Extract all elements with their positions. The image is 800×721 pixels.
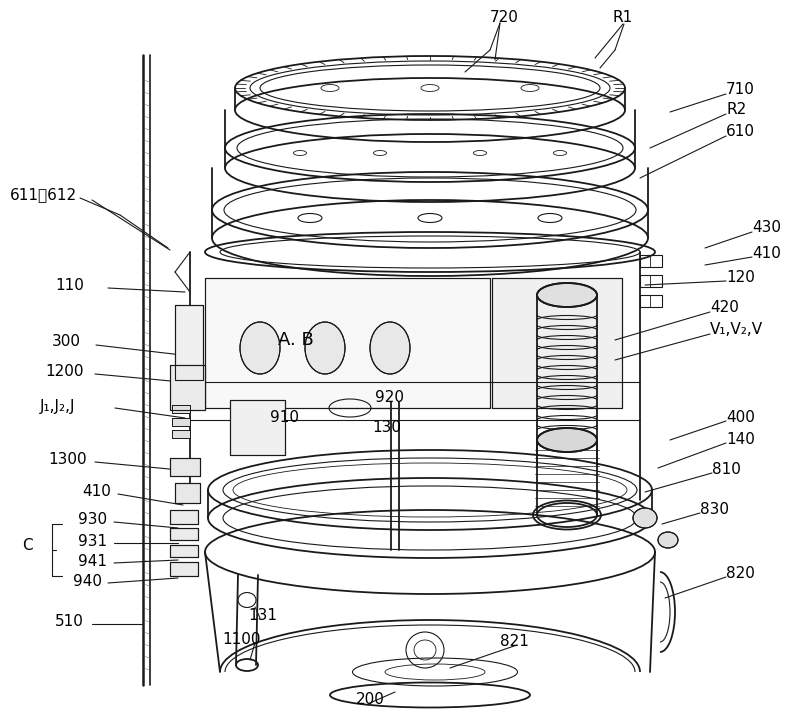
Text: 720: 720 (490, 11, 519, 25)
Bar (170, 562, 198, 576)
Bar (172, 418, 190, 426)
Text: 830: 830 (700, 503, 729, 518)
Bar (640, 295, 650, 307)
Text: 930: 930 (78, 513, 107, 528)
Bar (640, 275, 650, 287)
Text: 710: 710 (726, 82, 755, 97)
Text: 920: 920 (375, 391, 404, 405)
Text: 940: 940 (73, 575, 102, 590)
Bar (170, 458, 200, 476)
Text: 140: 140 (726, 433, 755, 448)
Bar (205, 278, 490, 408)
Bar (172, 418, 190, 426)
Bar (170, 510, 198, 524)
Text: 611、612: 611、612 (10, 187, 77, 203)
Ellipse shape (370, 322, 410, 374)
Bar (175, 305, 203, 380)
Text: 120: 120 (726, 270, 755, 286)
Bar (170, 545, 198, 557)
Text: C: C (22, 537, 33, 552)
Bar (170, 458, 200, 476)
Text: 200: 200 (356, 692, 385, 707)
Bar (172, 405, 190, 413)
Text: 400: 400 (726, 410, 755, 425)
Bar (640, 275, 662, 287)
Ellipse shape (305, 322, 345, 374)
Text: R2: R2 (726, 102, 746, 118)
Text: 130: 130 (372, 420, 401, 435)
Text: 820: 820 (726, 567, 755, 582)
Bar (492, 278, 622, 408)
Bar (170, 365, 205, 410)
Bar (640, 295, 662, 307)
Bar (170, 562, 198, 576)
Text: R1: R1 (612, 11, 632, 25)
Bar (175, 483, 200, 503)
Text: 931: 931 (78, 534, 107, 549)
Text: 1200: 1200 (45, 365, 83, 379)
Ellipse shape (537, 283, 597, 307)
Text: 131: 131 (248, 608, 277, 622)
Bar (170, 365, 205, 410)
Bar (230, 400, 285, 455)
Bar (492, 278, 622, 408)
Text: 941: 941 (78, 554, 107, 570)
Bar (170, 545, 198, 557)
Bar (172, 430, 190, 438)
Ellipse shape (240, 322, 280, 374)
Text: 510: 510 (55, 614, 84, 629)
Text: 410: 410 (82, 485, 111, 500)
Ellipse shape (658, 532, 678, 548)
Bar (175, 483, 200, 503)
Text: A. B: A. B (278, 331, 314, 349)
Bar (175, 352, 203, 372)
Text: 1100: 1100 (222, 632, 261, 647)
Bar (172, 405, 190, 413)
Text: V₁,V₂,V: V₁,V₂,V (710, 322, 763, 337)
Text: 410: 410 (752, 247, 781, 262)
Bar (170, 528, 198, 540)
Text: 1300: 1300 (48, 453, 86, 467)
Text: 821: 821 (500, 634, 529, 650)
Bar (640, 255, 662, 267)
Bar (170, 510, 198, 524)
Bar (175, 308, 203, 326)
Text: 430: 430 (752, 221, 781, 236)
Text: 420: 420 (710, 301, 739, 316)
Text: 610: 610 (726, 125, 755, 139)
Text: 910: 910 (270, 410, 299, 425)
Text: J₁,J₂,J: J₁,J₂,J (40, 399, 75, 414)
Bar (640, 255, 650, 267)
Bar (172, 368, 186, 386)
Ellipse shape (633, 508, 657, 528)
Bar (205, 278, 490, 408)
Bar (175, 330, 203, 348)
Bar (172, 390, 186, 406)
Bar (175, 305, 203, 380)
Bar (170, 528, 198, 540)
Text: 810: 810 (712, 462, 741, 477)
Text: 300: 300 (52, 335, 81, 350)
Text: 110: 110 (55, 278, 84, 293)
Ellipse shape (537, 428, 597, 452)
Bar (172, 430, 190, 438)
Bar (230, 400, 285, 455)
